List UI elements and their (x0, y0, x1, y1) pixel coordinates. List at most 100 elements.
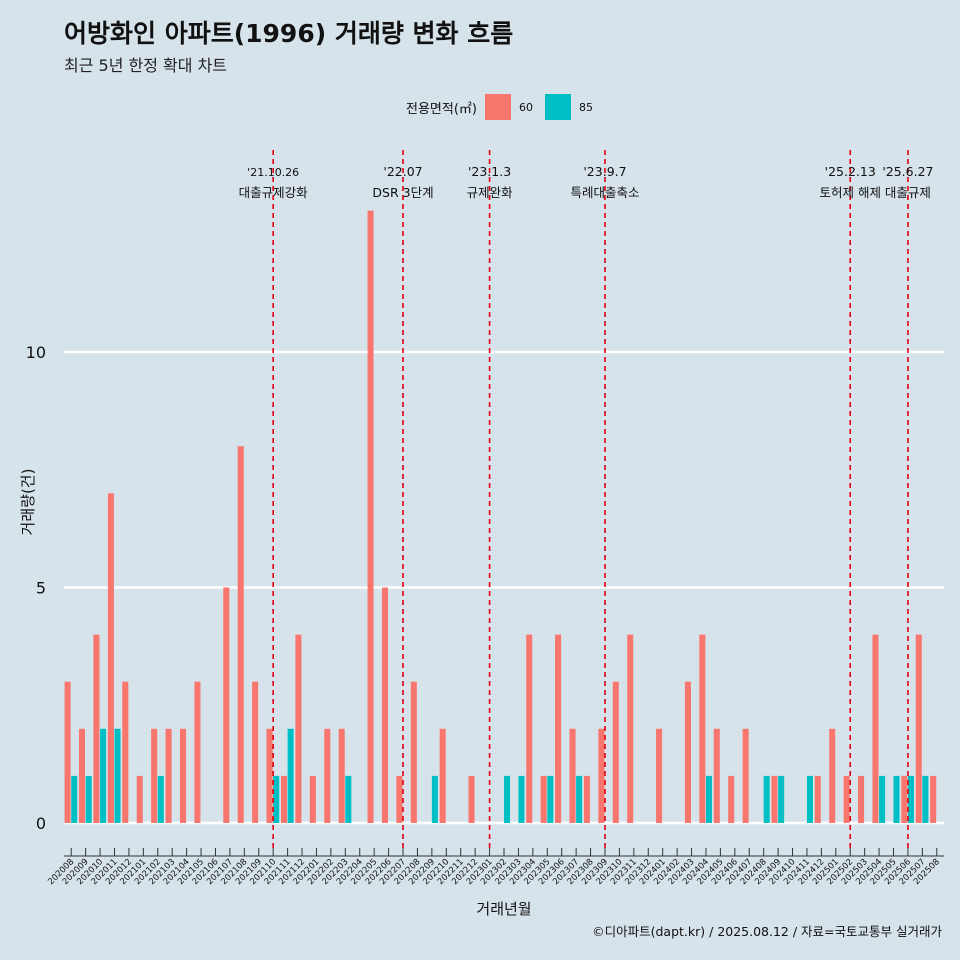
bar-60-202010 (93, 634, 100, 823)
bar-85-202411 (806, 775, 813, 823)
bar-60-202207 (396, 775, 403, 823)
source-caption: ©디아파트(dapt.kr) / 2025.08.12 / 자료=국토교통부 실… (592, 924, 942, 939)
bar-60-202110 (266, 728, 273, 823)
bar-60-202405 (713, 728, 720, 823)
bar-85-202010 (100, 728, 107, 823)
bar-85-202102 (157, 775, 164, 823)
event-date-label: '23.1.3 (468, 164, 511, 179)
bar-85-202009 (85, 775, 92, 823)
event-date-label: '23.9.7 (583, 164, 626, 179)
y-tick-label: 0 (36, 814, 46, 833)
bar-85-202209 (431, 775, 438, 823)
legend-label-85: 85 (578, 100, 593, 114)
bar-60-202203 (338, 728, 345, 823)
bar-60-202311 (627, 634, 634, 823)
legend: 전용면적(㎡) 60 85 (406, 93, 597, 121)
bar-60-202212 (468, 775, 475, 823)
bar-60-202102 (151, 728, 158, 823)
x-axis: 2020082020092020102020112020122021012021… (46, 848, 944, 887)
bar-85-202305 (547, 775, 554, 823)
bar-85-202507 (922, 775, 929, 823)
bar-60-202210 (439, 728, 446, 823)
bar-60-202208 (410, 681, 417, 823)
bar-60-202501 (829, 728, 836, 823)
bar-60-202108 (237, 446, 244, 823)
bar-60-202206 (381, 587, 388, 823)
bar-60-202304 (526, 634, 533, 823)
bar-60-202012 (122, 681, 129, 823)
event-text-label: 특례대출축소 (570, 185, 639, 200)
bar-60-202506 (901, 775, 908, 823)
event-lines (272, 150, 909, 852)
bar-85-202110 (273, 775, 280, 823)
legend-title: 전용면적(㎡) (406, 101, 477, 117)
bar-60-202104 (179, 728, 187, 823)
legend-swatch-85 (544, 94, 571, 120)
bars (64, 210, 937, 823)
event-text-label: 토허제 해제 (819, 185, 880, 200)
bar-85-202008 (71, 775, 78, 823)
event-text-label: DSR 3단계 (372, 185, 433, 200)
bar-60-202105 (194, 681, 201, 823)
bar-60-202202 (324, 728, 331, 823)
y-axis: 0 5 10 (26, 343, 46, 833)
bar-60-202201 (309, 775, 316, 823)
event-text-label: 대출규제 (885, 185, 931, 200)
bar-85-202409 (778, 775, 785, 823)
legend-item-60: 60 (484, 94, 537, 120)
bar-60-202310 (612, 681, 619, 823)
legend-label-60: 60 (518, 100, 533, 114)
bar-60-202308 (583, 775, 590, 823)
bar-85-202111 (287, 728, 294, 823)
event-text-label: 대출규제강화 (239, 185, 309, 200)
y-axis-label: 거래량(건) (19, 469, 37, 536)
bar-85-202504 (879, 775, 886, 823)
y-tick-label: 5 (36, 579, 46, 598)
event-annotations: '21.10.26 대출규제강화 '22.07 DSR 3단계 '23.1.3 규제완화 '… (239, 164, 934, 200)
bar-60-202011 (107, 493, 114, 823)
bar-60-202305 (540, 775, 547, 823)
event-date-label: '21.10.26 (247, 166, 299, 179)
bar-60-202503 (858, 775, 865, 823)
legend-item-85: 85 (544, 94, 597, 120)
bar-60-202107 (223, 587, 230, 823)
x-axis-label: 거래년월 (476, 900, 531, 918)
bar-85-202408 (763, 775, 770, 823)
bar-85-202506 (907, 775, 914, 823)
y-tick-label: 10 (26, 343, 46, 362)
bar-85-202203 (345, 775, 352, 823)
event-date-label: '22.07 (383, 164, 422, 179)
bar-60-202404 (699, 634, 706, 823)
bar-60-202306 (555, 634, 562, 823)
event-text-label: 규제완화 (467, 185, 514, 200)
bar-60-202008 (64, 681, 71, 823)
bar-60-202101 (136, 775, 143, 823)
bar-60-202502 (843, 775, 850, 823)
chart-title: 어방화인 아파트(1996) 거래량 변화 흐름 (64, 19, 514, 48)
bar-85-202011 (114, 728, 121, 823)
bar-85-202302 (504, 775, 511, 823)
bar-85-202505 (893, 775, 900, 823)
legend-swatch-60 (484, 94, 511, 120)
bar-85-202404 (705, 775, 713, 823)
bar-60-202112 (295, 634, 302, 823)
bar-60-202205 (367, 210, 374, 823)
bar-60-202111 (280, 775, 288, 823)
bar-60-202412 (814, 775, 821, 823)
bar-60-202309 (598, 728, 605, 823)
bar-60-202507 (915, 634, 922, 823)
bar-60-202504 (872, 634, 879, 823)
bar-60-202406 (728, 775, 735, 823)
bar-60-202407 (742, 728, 749, 823)
bar-60-202307 (569, 728, 576, 823)
bar-85-202307 (576, 775, 583, 823)
chart-subtitle: 최근 5년 한정 확대 차트 (64, 56, 228, 75)
bar-60-202109 (252, 681, 259, 823)
bar-60-202508 (930, 775, 937, 823)
bar-60-202009 (79, 728, 86, 823)
bar-60-202401 (656, 728, 663, 823)
bar-60-202403 (684, 681, 691, 823)
event-date-label: '25.2.13 (825, 164, 876, 179)
event-date-label: '25.6.27 (882, 164, 933, 179)
bar-60-202409 (771, 775, 778, 823)
